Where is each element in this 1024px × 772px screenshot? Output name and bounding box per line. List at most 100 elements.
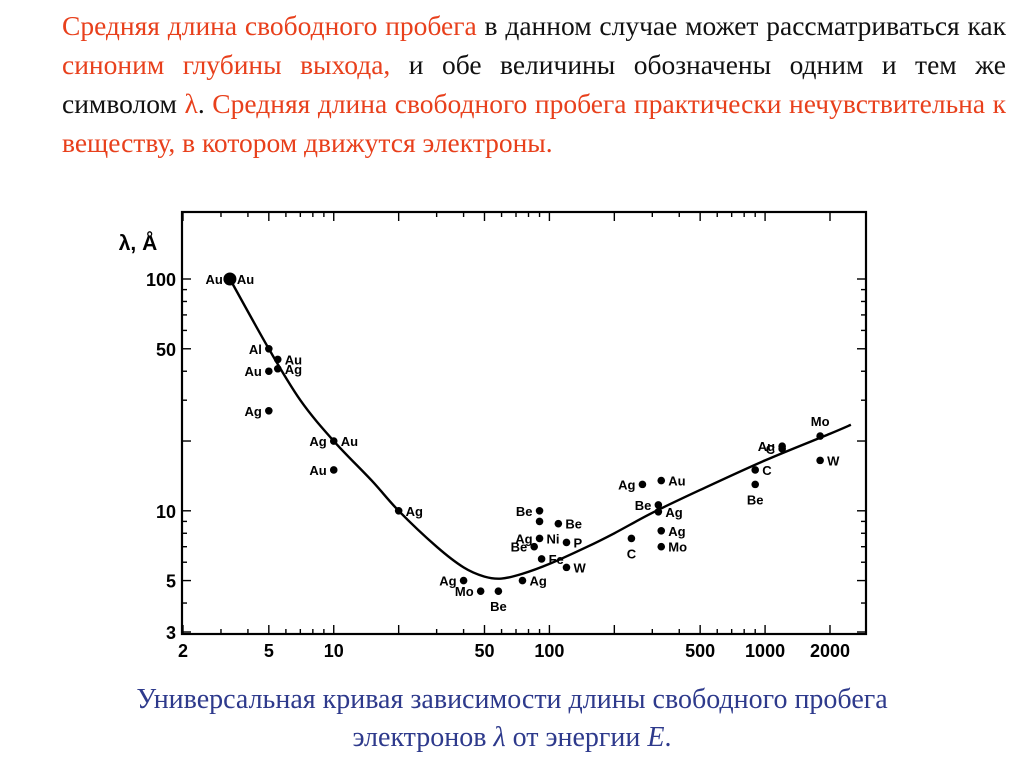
data-point [494,587,503,595]
intro-text-1: в данном случае может рассматриваться ка… [476,10,1006,41]
data-point [394,506,403,515]
data-point-label: Au [206,272,223,287]
caption-line-2e: . [664,722,672,753]
x-tick-label: 5 [264,641,274,661]
data-point [537,555,546,563]
data-point [554,519,563,528]
data-point-label: Mo [455,584,474,599]
data-point-label: Ag [529,574,546,589]
data-point-label: Al [249,342,262,357]
data-point [778,445,786,453]
data-point-label: Au [668,474,685,489]
y-tick-label: 3 [166,623,176,643]
data-point-label: Ag [665,505,682,520]
data-point-label: Au [309,463,326,478]
caption-energy-symbol: E [647,722,665,753]
data-point [329,466,338,474]
data-point [657,542,666,551]
caption-line-2a: электронов [352,722,494,753]
data-point-label: P [573,535,582,550]
intro-paragraph: Средняя длина свободного пробега в данно… [62,6,1006,162]
data-point-label: Ag [668,524,685,539]
data-point-label: Ag [406,504,423,519]
data-point-label: C [762,463,772,478]
x-tick-label: 2000 [810,641,850,661]
data-point [654,508,663,516]
intro-text-2: и обе величины обозначены одним и тем же… [62,49,1006,119]
data-point [273,364,282,373]
data-point [562,563,571,572]
data-point [265,367,273,376]
data-point [530,542,538,551]
data-point [518,576,527,585]
figure-caption: Универсальная кривая зависимости длины с… [0,681,1024,757]
data-point [816,432,824,440]
data-point-label: Be [516,504,533,519]
data-point-label: Fe [549,552,564,567]
data-point-label: Be [511,540,528,555]
data-point-label: Ni [547,531,560,546]
data-point [459,576,468,585]
intro-highlight-mfp: Средняя длина свободного пробега [62,10,477,41]
data-point [223,272,237,286]
y-axis-label: λ, Å [119,231,158,255]
x-tick-label: 1000 [745,641,785,661]
caption-line-1: Универсальная кривая зависимости длины с… [136,684,888,715]
data-point [535,517,544,526]
data-point-label: Ag [439,574,456,589]
data-point-label: Au [758,439,775,454]
x-tick-label: 500 [685,641,715,661]
data-point-label: Ag [285,362,302,377]
data-point-label: Ag [309,434,326,449]
x-tick-label: 50 [474,641,494,661]
data-point [751,466,760,474]
data-point-label: Be [747,492,764,507]
data-point-label: Be [565,517,582,532]
data-point-label: Au [341,434,358,449]
caption-lambda: λ [493,722,506,753]
data-point [657,476,666,485]
data-point-label: C [766,442,776,457]
data-point [329,437,338,445]
x-tick-label: 10 [324,641,344,661]
data-point [273,355,282,364]
data-point-label: Ag [515,531,532,546]
data-point [265,344,273,353]
y-tick-label: 5 [166,572,176,592]
data-point [816,456,824,465]
data-point [265,407,273,415]
y-tick-label: 10 [156,502,176,522]
data-point [627,534,636,543]
data-point-label: W [573,560,586,575]
intro-lambda-symbol: λ [184,88,198,119]
data-point [535,506,544,515]
data-point-label: Ag [244,404,261,419]
data-point [654,501,663,509]
data-point-label: Ag [618,477,635,492]
universal-curve-line [228,278,852,580]
data-point-label: Au [244,364,261,379]
data-point-label: Be [490,599,507,614]
x-tick-label: 2 [178,641,188,661]
data-point [476,587,485,595]
data-point-label: Au [285,352,302,367]
y-tick-label: 100 [146,270,176,290]
y-tick-label: 50 [156,340,176,360]
data-point [657,526,666,535]
data-point [562,538,571,547]
data-point [751,480,760,489]
intro-highlight-insensitive: Средняя длина свободного пробега практич… [62,88,1006,158]
data-point-label: Be [635,498,652,513]
caption-line-2c: от энергии [505,722,648,753]
data-point [535,534,544,543]
data-point-label: C [627,546,637,561]
data-point-label: Mo [668,540,687,555]
x-tick-label: 100 [534,641,564,661]
data-point [638,480,647,489]
data-point-label: W [827,453,840,468]
intro-text-3: . [197,88,213,119]
intro-highlight-synonym: синоним глубины выхода, [62,49,391,80]
data-point-label: Au [237,272,254,287]
